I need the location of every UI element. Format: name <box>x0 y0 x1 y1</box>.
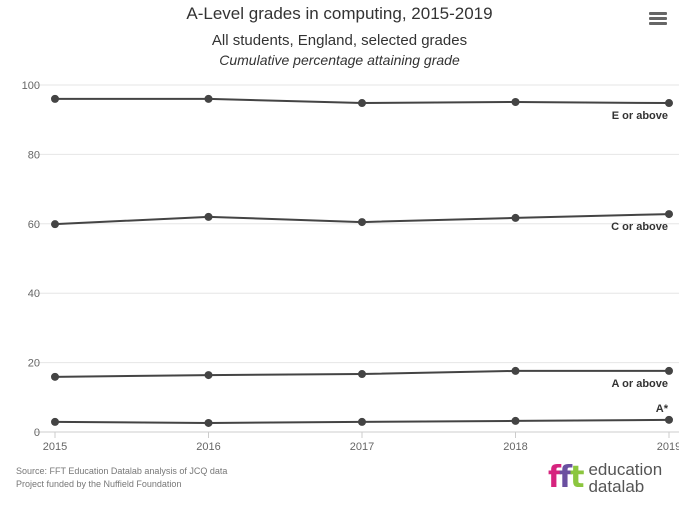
data-point <box>358 370 366 379</box>
data-point <box>51 220 59 229</box>
data-point <box>51 372 59 381</box>
series-label: C or above <box>611 221 668 233</box>
data-point <box>204 94 213 103</box>
funding-note: Project funded by the Nuffield Foundatio… <box>16 479 182 489</box>
y-tick-label: 100 <box>22 80 40 92</box>
logo-word-datalab: datalab <box>588 476 645 496</box>
data-point <box>204 371 213 380</box>
data-point <box>665 99 673 108</box>
data-point <box>51 94 59 103</box>
data-point <box>358 218 366 227</box>
x-tick-label: 2019 <box>657 441 679 453</box>
x-tick-label: 2015 <box>43 441 67 453</box>
data-point <box>511 213 520 222</box>
series-label: A* <box>656 403 669 415</box>
data-point <box>204 212 213 221</box>
fft-education-datalab-logo: fft education datalab <box>548 459 663 496</box>
x-tick-label: 2018 <box>503 441 527 453</box>
x-tick-label: 2017 <box>350 441 374 453</box>
logo-word-education: education <box>588 459 663 479</box>
data-point <box>204 418 213 427</box>
y-tick-label: 60 <box>28 219 40 231</box>
hamburger-menu-icon[interactable] <box>649 10 667 27</box>
data-point <box>511 416 520 425</box>
data-point <box>358 99 366 108</box>
data-point <box>665 366 673 375</box>
y-tick-label: 20 <box>28 358 40 370</box>
data-point <box>665 415 673 424</box>
data-point <box>511 98 520 107</box>
x-tick-label: 2016 <box>196 441 220 453</box>
y-tick-label: 0 <box>34 427 40 439</box>
chart-subtitle: All students, England, selected grades <box>211 32 468 49</box>
y-tick-label: 80 <box>28 149 40 161</box>
line-chart: 0 20 40 60 80 100 2015 2016 2017 2018 2019 E or abo… <box>22 80 679 453</box>
data-point <box>665 210 673 219</box>
series-label: A or above <box>612 378 668 390</box>
y-tick-label: 40 <box>28 288 40 300</box>
source-note: Source: FFT Education Datalab analysis o… <box>16 466 228 476</box>
chart-title: A-Level grades in computing, 2015-2019 <box>186 4 493 23</box>
chart-subtitle-italic: Cumulative percentage attaining grade <box>219 52 460 68</box>
data-point <box>358 417 366 426</box>
series-label: E or above <box>612 110 668 122</box>
data-point <box>511 366 520 375</box>
data-point <box>51 417 59 426</box>
